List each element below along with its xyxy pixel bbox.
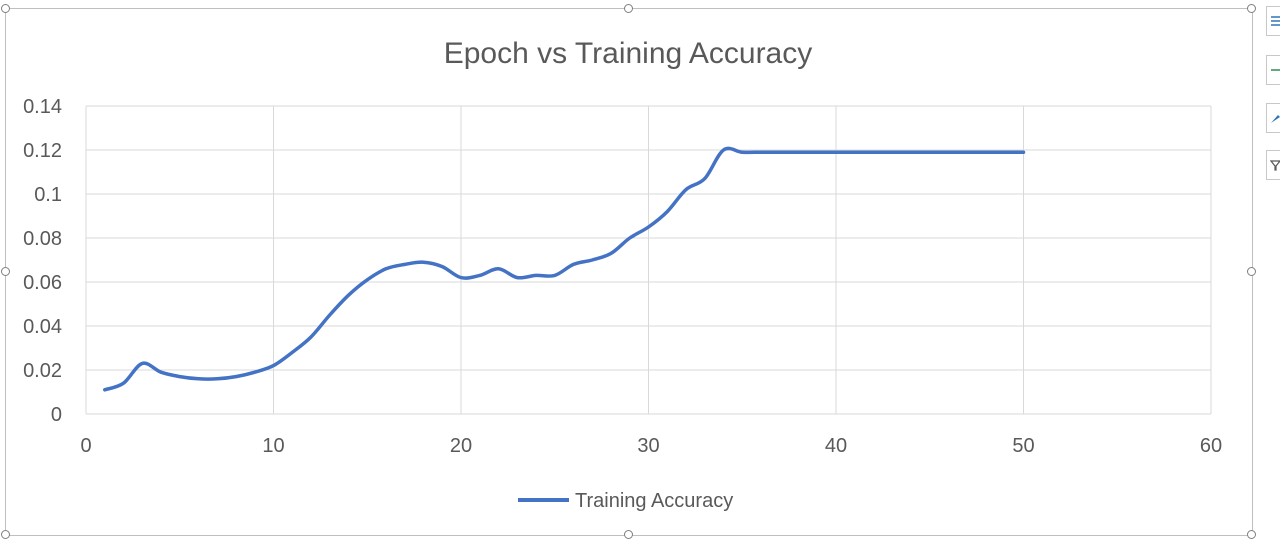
y-tick-label: 0.08	[23, 228, 62, 250]
resize-handle-bottom-middle[interactable]	[624, 530, 633, 539]
resize-handle-top-middle[interactable]	[624, 4, 633, 13]
y-tick-label: 0.12	[23, 140, 62, 162]
x-tick-label: 60	[1200, 435, 1222, 457]
x-axis-tick-labels: 0 10 20 30 40 50 60	[80, 435, 1222, 457]
chart-styles-button[interactable]	[1266, 55, 1280, 85]
chart-styles-icon	[1271, 69, 1280, 71]
chart-brush-button[interactable]	[1266, 103, 1280, 133]
resize-handle-bottom-left[interactable]	[1, 530, 10, 539]
chart-area[interactable]: Epoch vs Training Accuracy 0 0.02 0.04 0.06…	[1, 4, 1256, 539]
y-tick-label: 0.04	[23, 316, 62, 338]
legend[interactable]: Training Accuracy	[518, 490, 733, 512]
resize-handle-top-right[interactable]	[1247, 4, 1256, 13]
x-tick-label: 50	[1012, 435, 1034, 457]
gridlines	[85, 105, 1212, 415]
y-axis-tick-labels: 0 0.02 0.04 0.06 0.08 0.1 0.12 0.14	[23, 96, 62, 426]
x-tick-label: 40	[825, 435, 847, 457]
chart-filters-button[interactable]	[1266, 150, 1280, 180]
series-line-training-accuracy[interactable]	[103, 146, 1026, 392]
line-chart: Epoch vs Training Accuracy 0 0.02 0.04 0.06…	[23, 37, 1222, 512]
y-tick-label: 0.14	[23, 96, 62, 118]
y-tick-label: 0	[51, 404, 62, 426]
resize-handle-bottom-right[interactable]	[1247, 530, 1256, 539]
x-tick-label: 20	[450, 435, 472, 457]
series-layer	[103, 146, 1026, 392]
resize-handle-middle-right[interactable]	[1247, 267, 1256, 276]
x-tick-label: 30	[637, 435, 659, 457]
chart-filters-icon	[1270, 160, 1280, 171]
x-tick-label: 0	[80, 435, 91, 457]
chart-filters-brush-icon	[1271, 115, 1280, 123]
x-tick-label: 10	[262, 435, 284, 457]
chart-title: Epoch vs Training Accuracy	[444, 37, 813, 70]
resize-handle-middle-left[interactable]	[1, 267, 10, 276]
y-tick-label: 0.02	[23, 360, 62, 382]
chart-elements-button[interactable]	[1266, 6, 1280, 36]
chart-elements-icon	[1271, 16, 1280, 26]
resize-handle-top-left[interactable]	[1, 4, 10, 13]
y-tick-label: 0.06	[23, 272, 62, 294]
y-tick-label: 0.1	[34, 184, 62, 206]
legend-label: Training Accuracy	[575, 490, 733, 512]
